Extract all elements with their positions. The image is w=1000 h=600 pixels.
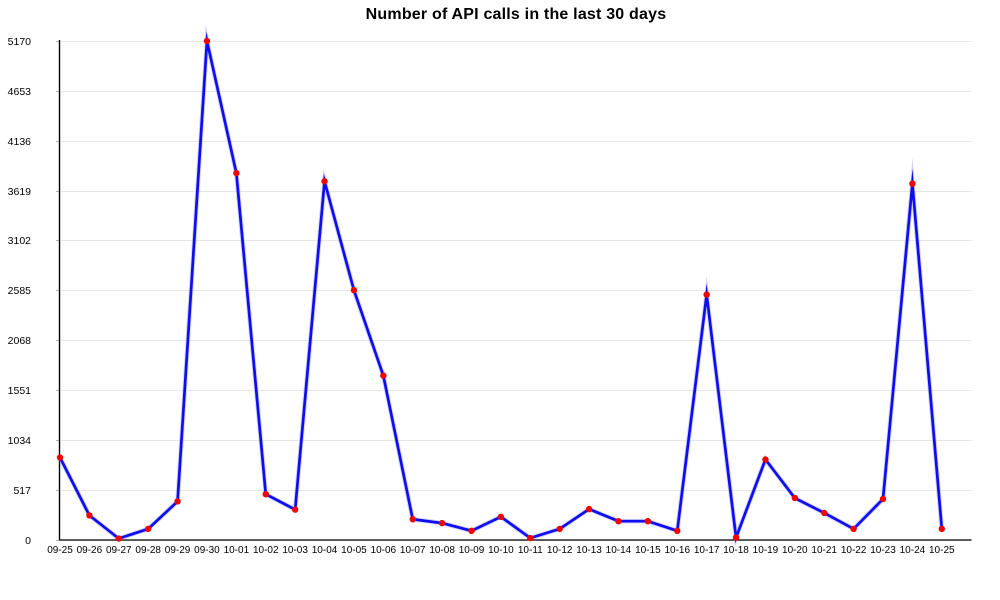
y-axis-tick-label: 1034 — [8, 435, 32, 447]
x-axis-tick-label: 10-21 — [811, 545, 837, 556]
data-point — [233, 169, 240, 177]
x-axis-tick-label: 10-04 — [312, 545, 338, 556]
x-axis-tick-label: 10-13 — [576, 545, 602, 556]
y-axis-tick-label: 3619 — [8, 186, 32, 198]
data-point — [409, 516, 416, 523]
x-axis-tick-label: 09-26 — [77, 545, 103, 556]
x-axis-tick-label: 10-10 — [488, 545, 514, 556]
x-axis-tick-label: 10-14 — [606, 545, 632, 556]
x-axis-tick-label: 10-02 — [253, 545, 279, 556]
y-axis-tick-label: 4653 — [8, 86, 32, 98]
data-point — [144, 525, 152, 533]
y-axis-tick-label: 3102 — [8, 235, 32, 247]
data-point — [438, 519, 446, 527]
data-point — [291, 506, 299, 513]
y-axis-tick-label: 1551 — [8, 385, 32, 397]
x-axis-tick-label: 09-28 — [135, 545, 161, 556]
y-axis-tick-label: 4136 — [8, 136, 32, 148]
x-axis-tick-label: 10-11 — [518, 545, 543, 556]
x-axis-tick-label: 10-16 — [664, 545, 690, 556]
x-axis-tick-label: 09-25 — [47, 545, 73, 556]
x-axis-tick-label: 09-30 — [194, 545, 220, 556]
data-point — [762, 456, 769, 463]
data-point — [850, 525, 857, 533]
data-point — [938, 525, 945, 533]
x-axis-tick-label: 10-15 — [635, 545, 661, 556]
data-point — [879, 495, 887, 503]
data-point — [674, 527, 681, 535]
data-point — [86, 512, 93, 519]
x-axis-tick-label: 10-05 — [341, 545, 367, 556]
x-axis-tick-label: 10-23 — [870, 545, 896, 556]
x-axis-tick-label: 10-17 — [694, 545, 720, 556]
data-point — [115, 535, 122, 542]
x-axis-tick-label: 10-06 — [371, 545, 397, 556]
x-axis-tick-label: 10-22 — [841, 545, 867, 556]
data-point — [350, 287, 358, 294]
data-point — [203, 37, 211, 45]
x-axis-tick-label: 10-18 — [723, 545, 749, 556]
data-point — [380, 372, 387, 379]
x-axis-tick-label: 10-01 — [224, 545, 250, 556]
data-point — [615, 517, 622, 525]
data-point — [497, 513, 505, 521]
data-line — [58, 31, 944, 544]
data-point — [791, 494, 799, 502]
data-point — [262, 490, 269, 498]
x-axis-tick-label: 10-03 — [282, 545, 308, 556]
data-point — [174, 498, 181, 505]
y-axis-tick-label: 517 — [13, 485, 31, 497]
data-point — [556, 525, 563, 533]
data-point — [732, 534, 740, 541]
x-axis-tick-label: 09-27 — [106, 545, 132, 556]
x-axis-tick-label: 10-24 — [900, 545, 926, 556]
y-axis-tick-label: 5170 — [8, 36, 32, 48]
data-point — [468, 527, 475, 535]
data-point — [821, 509, 828, 517]
x-axis-tick-label: 10-07 — [400, 545, 426, 556]
x-axis-tick-label: 10-09 — [459, 545, 485, 556]
data-point — [321, 178, 328, 185]
chart-title: Number of API calls in the last 30 days — [365, 6, 667, 23]
x-axis-tick-label: 10-20 — [782, 545, 808, 556]
y-axis-tick-label: 2068 — [8, 335, 32, 347]
x-axis-tick-label: 10-25 — [929, 545, 955, 556]
data-point — [909, 180, 916, 187]
x-axis-tick-label: 09-29 — [165, 545, 191, 556]
data-point — [56, 454, 64, 461]
y-axis-tick-label: 0 — [25, 535, 31, 547]
data-point — [527, 534, 534, 542]
data-point — [644, 517, 652, 525]
x-axis-tick-label: 10-08 — [429, 545, 455, 556]
y-axis-tick-label: 2585 — [8, 285, 32, 297]
x-axis-tick-label: 10-19 — [753, 545, 779, 556]
data-point — [585, 505, 593, 513]
data-point — [703, 291, 710, 298]
x-axis-tick-label: 10-12 — [547, 545, 573, 556]
